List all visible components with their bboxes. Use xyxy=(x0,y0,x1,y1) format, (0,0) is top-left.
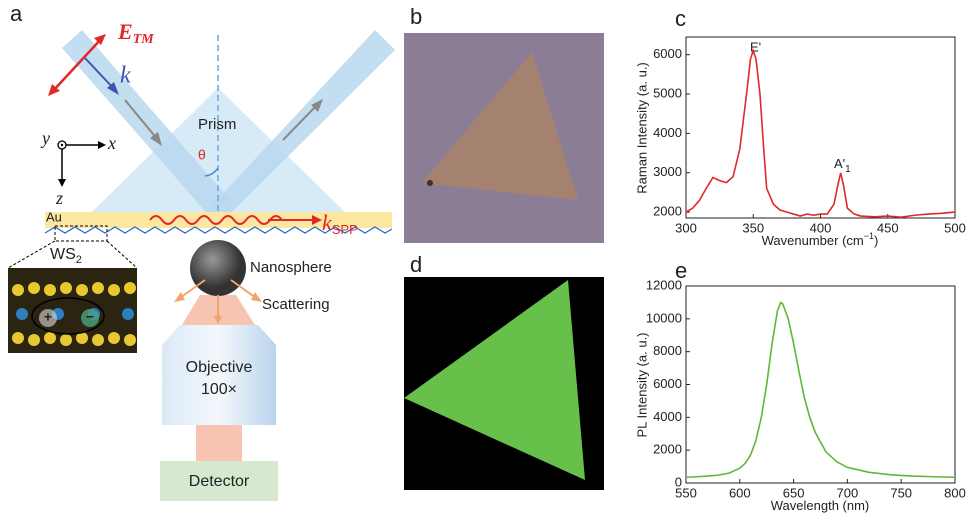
x-tick-label: 600 xyxy=(729,485,751,500)
y-tick-label: 2000 xyxy=(653,442,682,457)
y-tick-label: 3000 xyxy=(653,164,682,179)
k-label: k xyxy=(120,63,131,89)
peak-label-text: A' xyxy=(834,156,845,171)
material-subscript: 2 xyxy=(76,254,82,266)
axis-label: z xyxy=(55,188,63,208)
data-line xyxy=(686,51,955,217)
data-line xyxy=(686,302,955,477)
y-tick-label: 4000 xyxy=(653,409,682,424)
axis-origin-dot xyxy=(61,144,63,146)
x-axis-label: Wavelength (nm) xyxy=(771,498,870,513)
zoom-box xyxy=(55,226,107,241)
x-tick-label: 300 xyxy=(675,220,697,235)
objective-label: Objective xyxy=(186,359,253,376)
schematic xyxy=(8,30,395,501)
arrowhead xyxy=(58,179,66,187)
spp-subscript: SPP xyxy=(332,222,358,237)
x-tick-label: 800 xyxy=(944,485,966,500)
particle xyxy=(427,180,433,186)
y-tick-label: 5000 xyxy=(653,85,682,100)
prism-label: Prism xyxy=(198,116,236,133)
peak-label-sub: 1 xyxy=(845,164,851,175)
arrowhead xyxy=(98,141,106,149)
y-tick-label: 4000 xyxy=(653,125,682,140)
y-axis-label: PL Intensity (a. u.) xyxy=(634,332,649,437)
zoom-line xyxy=(107,241,137,268)
arrowhead xyxy=(174,292,185,302)
nanosphere xyxy=(190,240,246,296)
x-axis-label-text: Wavenumber (cm xyxy=(762,233,864,248)
panel-label: d xyxy=(410,252,422,277)
material-text: WS xyxy=(50,246,76,263)
x-tick-label: 500 xyxy=(944,220,966,235)
beam-to-detector xyxy=(196,425,242,461)
scattering-label: Scattering xyxy=(262,296,330,313)
x-tick-label: 750 xyxy=(890,485,912,500)
material-label: WS2 xyxy=(50,246,82,266)
detector-label: Detector xyxy=(189,473,250,490)
panel-label: c xyxy=(675,6,686,31)
arrowhead xyxy=(251,292,262,302)
y-tick-label: 12000 xyxy=(646,277,682,292)
axis-label: x xyxy=(107,133,116,153)
panel-label: a xyxy=(10,1,23,26)
x-axis-label-text: Wavelength (nm) xyxy=(771,498,870,513)
plot-frame xyxy=(686,286,955,483)
panel-label: b xyxy=(410,4,422,29)
y-tick-label: 10000 xyxy=(646,310,682,325)
x-axis-label-sup: −1 xyxy=(864,231,874,241)
plot-frame xyxy=(686,37,955,218)
x-tick-label: 450 xyxy=(877,220,899,235)
nanosphere-label: Nanosphere xyxy=(250,259,332,276)
peak-label: A'1 xyxy=(834,156,851,174)
charge: − xyxy=(86,309,94,325)
figure: a b c d e ETM k Prism θ y x z Au kSPP WS… xyxy=(0,0,967,515)
axis-label: y xyxy=(40,128,50,148)
angle-label: θ xyxy=(198,147,206,163)
y-axis-label: Raman Intensity (a. u.) xyxy=(634,62,649,194)
x-tick-label: 650 xyxy=(783,485,805,500)
charge: + xyxy=(44,309,52,325)
y-tick-label: 8000 xyxy=(653,343,682,358)
x-tick-label: 400 xyxy=(810,220,832,235)
x-axis-label-end: ) xyxy=(874,233,878,248)
y-tick-label: 0 xyxy=(675,474,682,489)
peak-label: E' xyxy=(750,39,761,54)
x-tick-label: 700 xyxy=(837,485,859,500)
y-tick-label: 6000 xyxy=(653,46,682,61)
field-subscript: TM xyxy=(133,32,155,47)
objective-label: 100× xyxy=(201,381,237,398)
zoom-line xyxy=(8,241,55,268)
y-tick-label: 2000 xyxy=(653,204,682,219)
y-tick-label: 6000 xyxy=(653,376,682,391)
metal-label: Au xyxy=(46,209,62,224)
field-symbol: E xyxy=(117,19,133,44)
x-tick-label: 350 xyxy=(742,220,764,235)
field-label: ETM xyxy=(117,19,154,47)
